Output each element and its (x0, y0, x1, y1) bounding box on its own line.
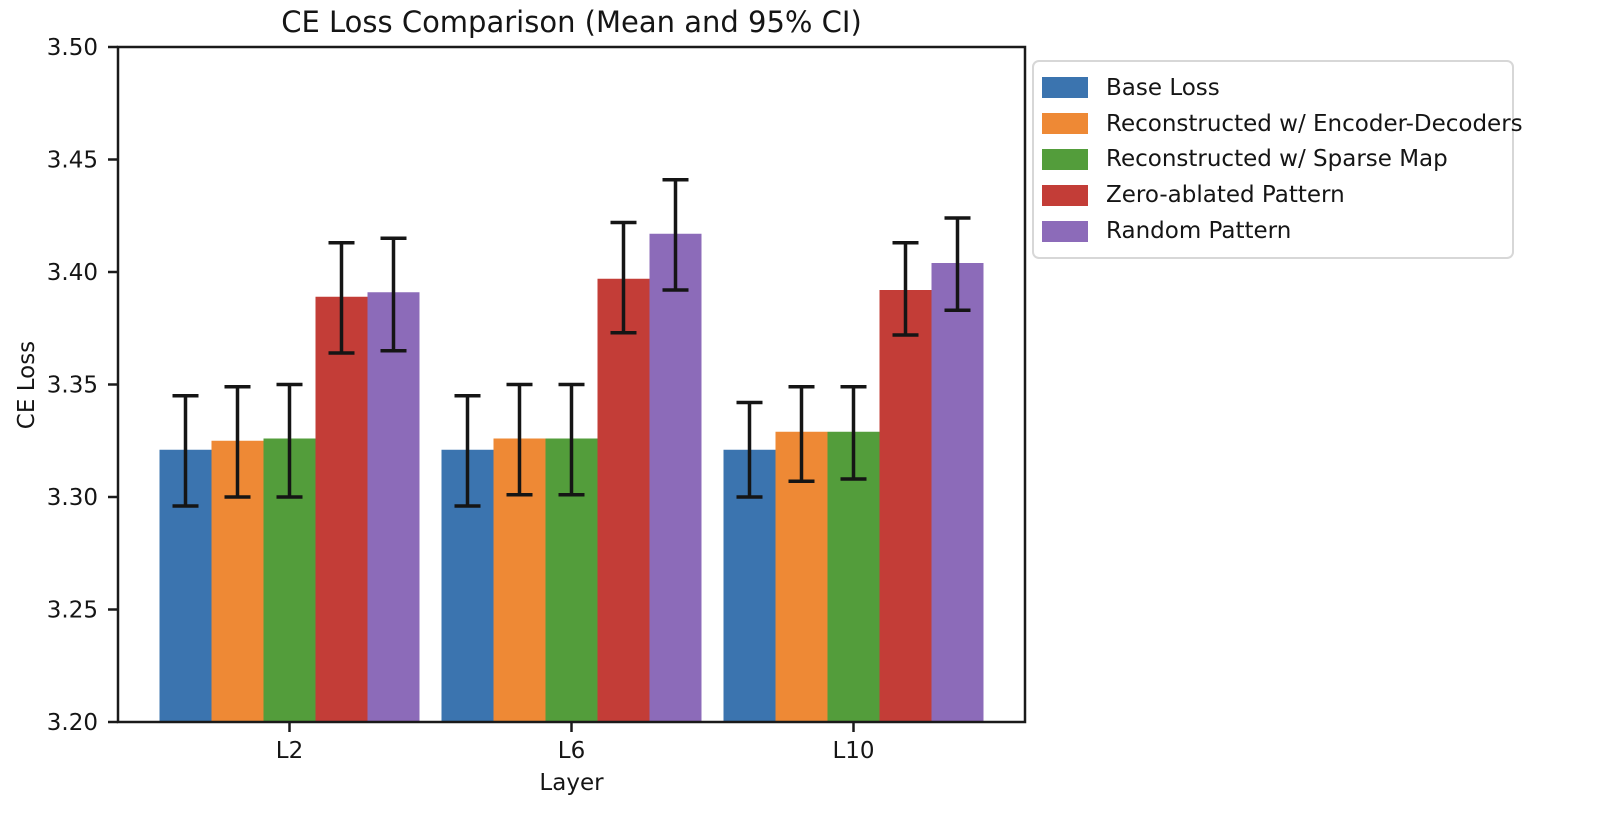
bar-random-pattern-l10 (931, 263, 984, 722)
y-tick-label: 3.30 (47, 485, 98, 511)
legend-swatch (1042, 184, 1088, 206)
x-tick-label: L2 (276, 738, 303, 764)
x-axis-label: Layer (539, 770, 604, 796)
x-tick-label: L6 (558, 738, 585, 764)
legend-item: Reconstructed w/ Sparse Map (1042, 146, 1500, 172)
chart-title: CE Loss Comparison (Mean and 95% CI) (281, 5, 862, 39)
legend-item: Base Loss (1042, 75, 1500, 101)
legend-swatch (1042, 220, 1088, 242)
y-tick-label: 3.20 (47, 710, 98, 736)
legend-swatch (1042, 77, 1088, 99)
y-axis-label: CE Loss (14, 340, 40, 430)
legend-item: Reconstructed w/ Encoder-Decoders (1042, 111, 1523, 137)
legend-label: Reconstructed w/ Encoder-Decoders (1106, 110, 1523, 137)
legend-label: Base Loss (1106, 74, 1220, 101)
y-tick-label: 3.50 (47, 35, 98, 61)
bar-zero-ablated-pattern-l6 (597, 278, 650, 722)
legend-swatch (1042, 148, 1088, 170)
bar-random-pattern-l2 (367, 292, 420, 722)
legend-swatch (1042, 113, 1088, 135)
legend-item: Random Pattern (1042, 218, 1500, 244)
legend-label: Reconstructed w/ Sparse Map (1106, 146, 1448, 173)
y-tick-label: 3.45 (47, 148, 98, 174)
bar-zero-ablated-pattern-l10 (879, 290, 932, 722)
bar-zero-ablated-pattern-l2 (315, 296, 368, 722)
legend: Base Loss Reconstructed w/ Encoder-Decode… (1032, 60, 1523, 259)
legend-item: Zero-ablated Pattern (1042, 182, 1500, 208)
bar-random-pattern-l6 (649, 233, 702, 722)
x-tick-label: L10 (832, 738, 874, 764)
y-tick-label: 3.35 (47, 373, 98, 399)
y-tick-label: 3.25 (47, 598, 98, 624)
legend-label: Zero-ablated Pattern (1106, 182, 1345, 209)
legend-label: Random Pattern (1106, 218, 1292, 245)
y-tick-label: 3.40 (47, 260, 98, 286)
